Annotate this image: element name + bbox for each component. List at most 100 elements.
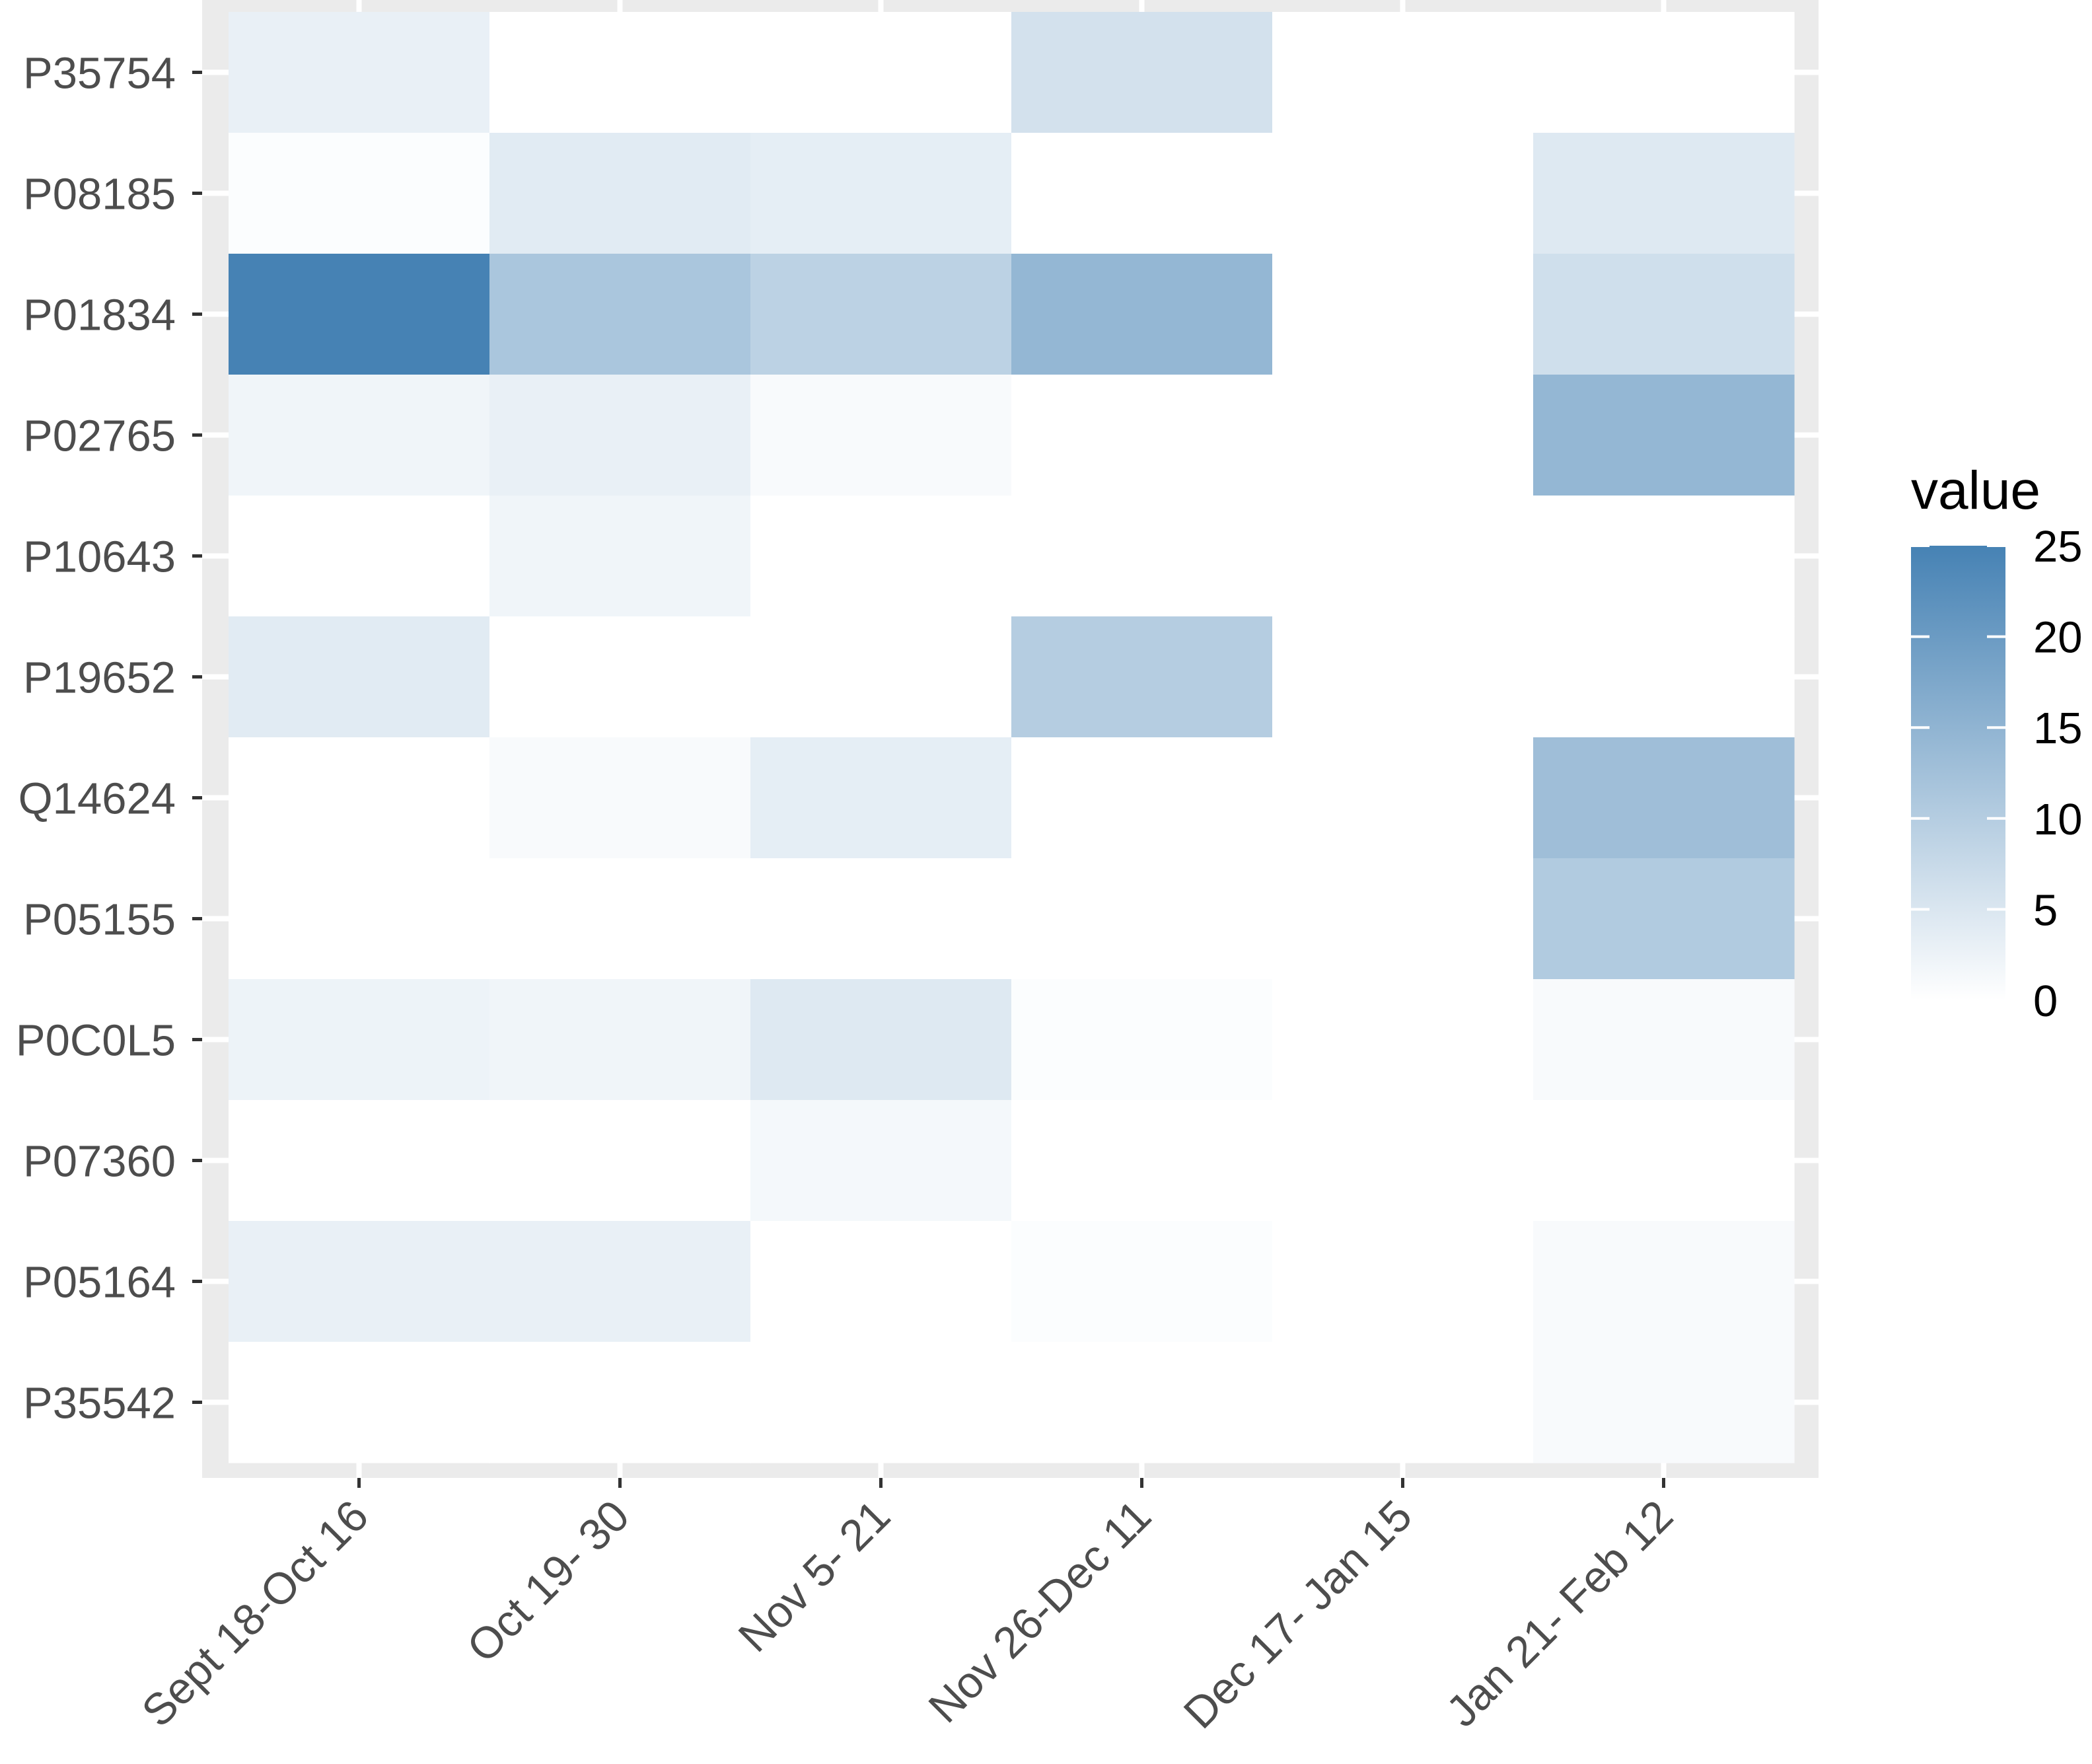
heatmap-cell [1272,737,1534,859]
heatmap-cell [489,254,751,375]
heatmap-cell [229,979,490,1101]
heatmap-cell [489,979,751,1101]
x-tick-label: Nov 5- 21 [729,1491,900,1662]
heatmap-cell [1533,858,1795,980]
heatmap-cell [229,496,490,617]
heatmap-cell [750,616,1012,738]
heatmap-cell [1533,1221,1795,1342]
heatmap-cell [229,133,490,254]
legend-tick-label: 0 [2033,976,2058,1026]
x-tick-label: Nov 26-Dec 11 [920,1491,1161,1733]
heatmap-cell [229,375,490,496]
heatmap-cell [1533,737,1795,859]
heatmap-cell [1272,133,1534,254]
heatmap-cell [489,616,751,738]
heatmap-cell [1533,12,1795,133]
x-tick-label: Sept 18-Oct 16 [132,1491,378,1737]
y-tick-label: P07360 [23,1137,176,1187]
y-tick-label: Q14624 [18,774,176,824]
heatmap-cell [1272,254,1534,375]
heatmap-cell [1011,375,1273,496]
heatmap-cell [1533,496,1795,617]
heatmap-cell [1272,496,1534,617]
heatmap-cell [1533,616,1795,738]
heatmap-cell [1533,254,1795,375]
heatmap-cell [1011,1100,1273,1222]
x-tick-label: Oct 19- 30 [458,1491,639,1672]
legend-colorbar [1911,546,2005,1000]
heatmap-cell [1533,133,1795,254]
heatmap-cell [750,737,1012,859]
y-tick-label: P08185 [23,170,176,219]
heatmap-cell [750,133,1012,254]
heatmap-cell [1272,616,1534,738]
heatmap-cell [1272,12,1534,133]
heatmap-cell [750,858,1012,980]
heatmap-cell [489,1100,751,1222]
heatmap-cell [489,858,751,980]
heatmap-cell [229,858,490,980]
heatmap-cell [750,979,1012,1101]
heatmap-cell [489,12,751,133]
color-legend: value 0 5 10 15 20 25 [1911,460,2083,1026]
heatmap-cell [750,1100,1012,1222]
heatmap-cell [229,1342,490,1463]
heatmap-cell [1533,1342,1795,1463]
heatmap-cell [229,1221,490,1342]
heatmap-cell [229,1100,490,1222]
legend-tick-label: 5 [2033,885,2058,935]
heatmap-cell [1272,979,1534,1101]
heatmap-cell [750,254,1012,375]
heatmap-cell [1533,375,1795,496]
heatmap-cell [229,12,490,133]
legend-tick-label: 10 [2033,795,2083,844]
heatmap-cell [1011,737,1273,859]
legend-title: value [1911,460,2040,521]
heatmap-cell [1011,616,1273,738]
heatmap-cell [1272,858,1534,980]
heatmap-cell [750,1342,1012,1463]
heatmap-cell [750,1221,1012,1342]
heatmap-cell [1011,133,1273,254]
heatmap-cell [1533,1100,1795,1222]
heatmap-cell [1272,375,1534,496]
y-tick-label: P10643 [23,533,176,582]
y-tick-label: P02765 [23,412,176,461]
y-tick-label: P05155 [23,895,176,945]
y-tick-label: P0C0L5 [16,1016,176,1066]
heatmap-cell [229,254,490,375]
heatmap-cell [489,496,751,617]
x-axis: Sept 18-Oct 16 Oct 19- 30 Nov 5- 21 Nov 26-… [132,1478,1682,1738]
heatmap-cell [1011,12,1273,133]
heatmap-cell [1011,1342,1273,1463]
heatmap-cell [489,1342,751,1463]
heatmap-cell [489,1221,751,1342]
heatmap-cell [1533,979,1795,1101]
heatmap-cell [229,737,490,859]
heatmap-tiles [229,12,1795,1463]
heatmap-cell [750,496,1012,617]
heatmap-cell [750,12,1012,133]
y-tick-label: P19652 [23,653,176,703]
legend-tick-label: 20 [2033,613,2083,663]
y-tick-label: P35754 [23,49,176,98]
heatmap-cell [1011,1221,1273,1342]
heatmap-cell [1272,1221,1534,1342]
heatmap-cell [1011,858,1273,980]
heatmap-cell [229,616,490,738]
heatmap-cell [1272,1342,1534,1463]
legend-tick-label: 15 [2033,704,2083,753]
legend-tick-label: 25 [2033,522,2083,571]
heatmap-cell [1272,1100,1534,1222]
x-tick-label: Jan 21- Feb 12 [1437,1491,1682,1737]
heatmap-cell [1011,254,1273,375]
heatmap-cell [750,375,1012,496]
y-tick-label: P05164 [23,1258,176,1307]
heatmap-cell [1011,496,1273,617]
heatmap-cell [489,737,751,859]
y-tick-label: P01834 [23,291,176,340]
heatmap-cell [489,375,751,496]
x-tick-label: Dec 17- Jan 15 [1174,1491,1422,1738]
heatmap-cell [489,133,751,254]
